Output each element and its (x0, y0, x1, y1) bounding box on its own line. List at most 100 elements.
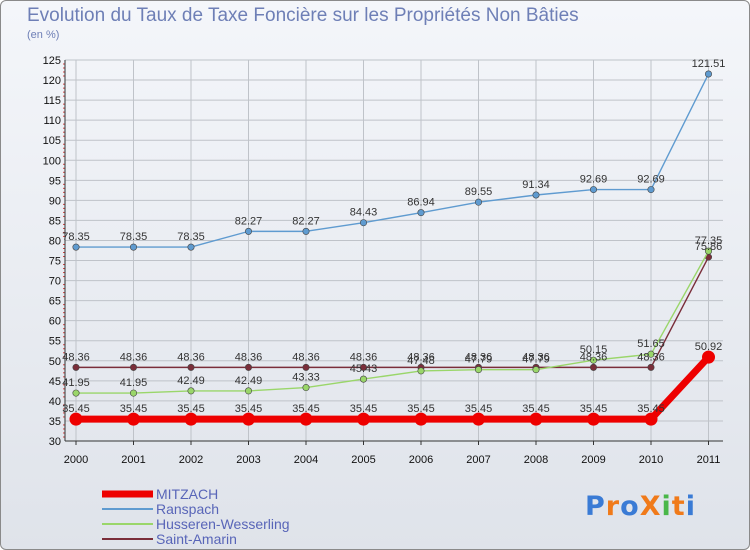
data-point-ranspach (359, 219, 367, 227)
data-label-mitzach: 35.45 (292, 403, 320, 415)
y-tick-label: 70 (49, 276, 61, 288)
data-label-saint-amarin: 48.36 (637, 351, 665, 363)
data-label-husseren-wesserling: 42.49 (235, 375, 263, 387)
x-tick-label: 2000 (64, 454, 88, 466)
data-label-husseren-wesserling: 50.15 (580, 344, 608, 356)
data-label-mitzach: 50.92 (695, 341, 723, 353)
data-label-husseren-wesserling: 47.79 (522, 354, 550, 366)
data-label-husseren-wesserling: 51.65 (637, 338, 665, 350)
data-label-mitzach: 35.45 (465, 403, 493, 415)
data-point-saint-amarin (187, 363, 195, 371)
data-point-ranspach (474, 198, 482, 206)
data-point-ranspach (532, 191, 540, 199)
logo-letter: o (620, 491, 640, 522)
data-point-husseren-wesserling (647, 350, 655, 358)
x-tick-label: 2011 (697, 454, 721, 466)
legend-label-saint-amarin: Saint-Amarin (156, 531, 237, 547)
data-label-saint-amarin: 48.36 (350, 351, 378, 363)
data-point-ranspach (704, 70, 712, 78)
y-tick-label: 65 (49, 296, 61, 308)
data-point-ranspach (417, 209, 425, 217)
x-tick-label: 2008 (524, 454, 548, 466)
series-line-mitzach (72, 353, 712, 423)
data-point-husseren-wesserling (302, 384, 310, 392)
data-point-ranspach (72, 243, 80, 251)
data-point-husseren-wesserling (187, 387, 195, 395)
data-point-mitzach (644, 412, 658, 426)
data-label-ranspach: 78.35 (120, 231, 148, 243)
series-layer (69, 70, 715, 426)
data-label-ranspach: 82.27 (292, 215, 320, 227)
data-label-ranspach: 84.43 (350, 207, 378, 219)
data-point-saint-amarin (647, 363, 655, 371)
data-label-husseren-wesserling: 41.95 (120, 377, 148, 389)
y-tick-label: 75 (49, 256, 61, 268)
data-label-ranspach: 121.51 (692, 58, 726, 70)
y-tick-label: 60 (49, 316, 61, 328)
data-label-saint-amarin: 48.36 (292, 351, 320, 363)
data-point-saint-amarin (589, 363, 597, 371)
data-label-saint-amarin: 48.36 (120, 351, 148, 363)
logo-letter: X (639, 491, 662, 522)
logo-letter: r (605, 491, 621, 522)
x-tick-label: 2002 (179, 454, 203, 466)
x-tick-label: 2001 (121, 454, 145, 466)
legend: MITZACHRanspachHusseren-WesserlingSaint-… (102, 486, 290, 547)
data-point-saint-amarin (302, 363, 310, 371)
y-tick-label: 40 (49, 396, 61, 408)
data-label-husseren-wesserling: 45.43 (350, 363, 378, 375)
y-tick-label: 100 (43, 155, 61, 167)
logo-letter: t (671, 491, 686, 522)
data-point-mitzach (587, 412, 600, 426)
grid-lines (65, 59, 723, 442)
data-label-mitzach: 35.45 (637, 403, 665, 415)
data-label-saint-amarin: 48.36 (465, 351, 493, 363)
y-tick-label: 115 (43, 95, 61, 107)
data-point-mitzach (414, 412, 428, 426)
data-labels: 35.45 35.45 35.45 35.45 35.45 35.45 35.45 35.45… (62, 58, 725, 415)
y-tick-label: 35 (49, 416, 61, 428)
logo-letter: i (661, 491, 672, 522)
y-tick-label: 85 (49, 215, 61, 227)
proxiti-logo: ProXiti (585, 491, 696, 522)
data-point-mitzach (242, 412, 255, 426)
data-label-saint-amarin: 48.36 (62, 351, 90, 363)
chart-title: Evolution du Taux de Taxe Foncière sur l… (27, 5, 579, 26)
series-line-saint-amarin (75, 256, 710, 369)
x-tick-label: 2004 (294, 454, 318, 466)
data-label-saint-amarin: 48.36 (235, 351, 263, 363)
legend-label-ranspach: Ranspach (156, 501, 219, 517)
y-tick-label: 80 (49, 235, 61, 247)
data-label-husseren-wesserling: 47.48 (407, 355, 435, 367)
y-axis-unit: (en %) (27, 29, 60, 41)
data-label-saint-amarin: 48.36 (177, 351, 205, 363)
x-tick-label: 2006 (409, 454, 433, 466)
y-tick-label: 30 (49, 436, 61, 448)
data-point-husseren-wesserling (532, 366, 540, 374)
data-label-mitzach: 35.45 (350, 403, 378, 415)
data-label-ranspach: 89.55 (465, 186, 493, 198)
data-label-husseren-wesserling: 42.49 (177, 375, 205, 387)
data-label-husseren-wesserling: 47.79 (465, 354, 493, 366)
legend-label-husseren-wesserling: Husseren-Wesserling (156, 516, 290, 532)
data-point-mitzach (184, 412, 198, 426)
data-label-saint-amarin: 75.86 (695, 241, 723, 253)
x-tick-label: 2010 (639, 454, 663, 466)
data-point-mitzach (127, 412, 140, 426)
x-tick-label: 2003 (236, 454, 260, 466)
data-point-saint-amarin (245, 363, 253, 371)
data-point-husseren-wesserling (72, 389, 80, 397)
legend-label-mitzach: MITZACH (156, 486, 218, 502)
y-tick-label: 90 (49, 195, 61, 207)
data-label-mitzach: 35.45 (580, 403, 608, 415)
data-label-mitzach: 35.45 (120, 403, 148, 415)
data-point-husseren-wesserling (474, 366, 482, 374)
data-label-ranspach: 78.35 (62, 231, 90, 243)
data-point-husseren-wesserling (245, 387, 253, 395)
data-label-saint-amarin: 48.36 (407, 351, 435, 363)
data-point-husseren-wesserling (359, 375, 367, 383)
data-label-mitzach: 35.45 (177, 403, 205, 415)
y-tick-label: 55 (49, 336, 61, 348)
